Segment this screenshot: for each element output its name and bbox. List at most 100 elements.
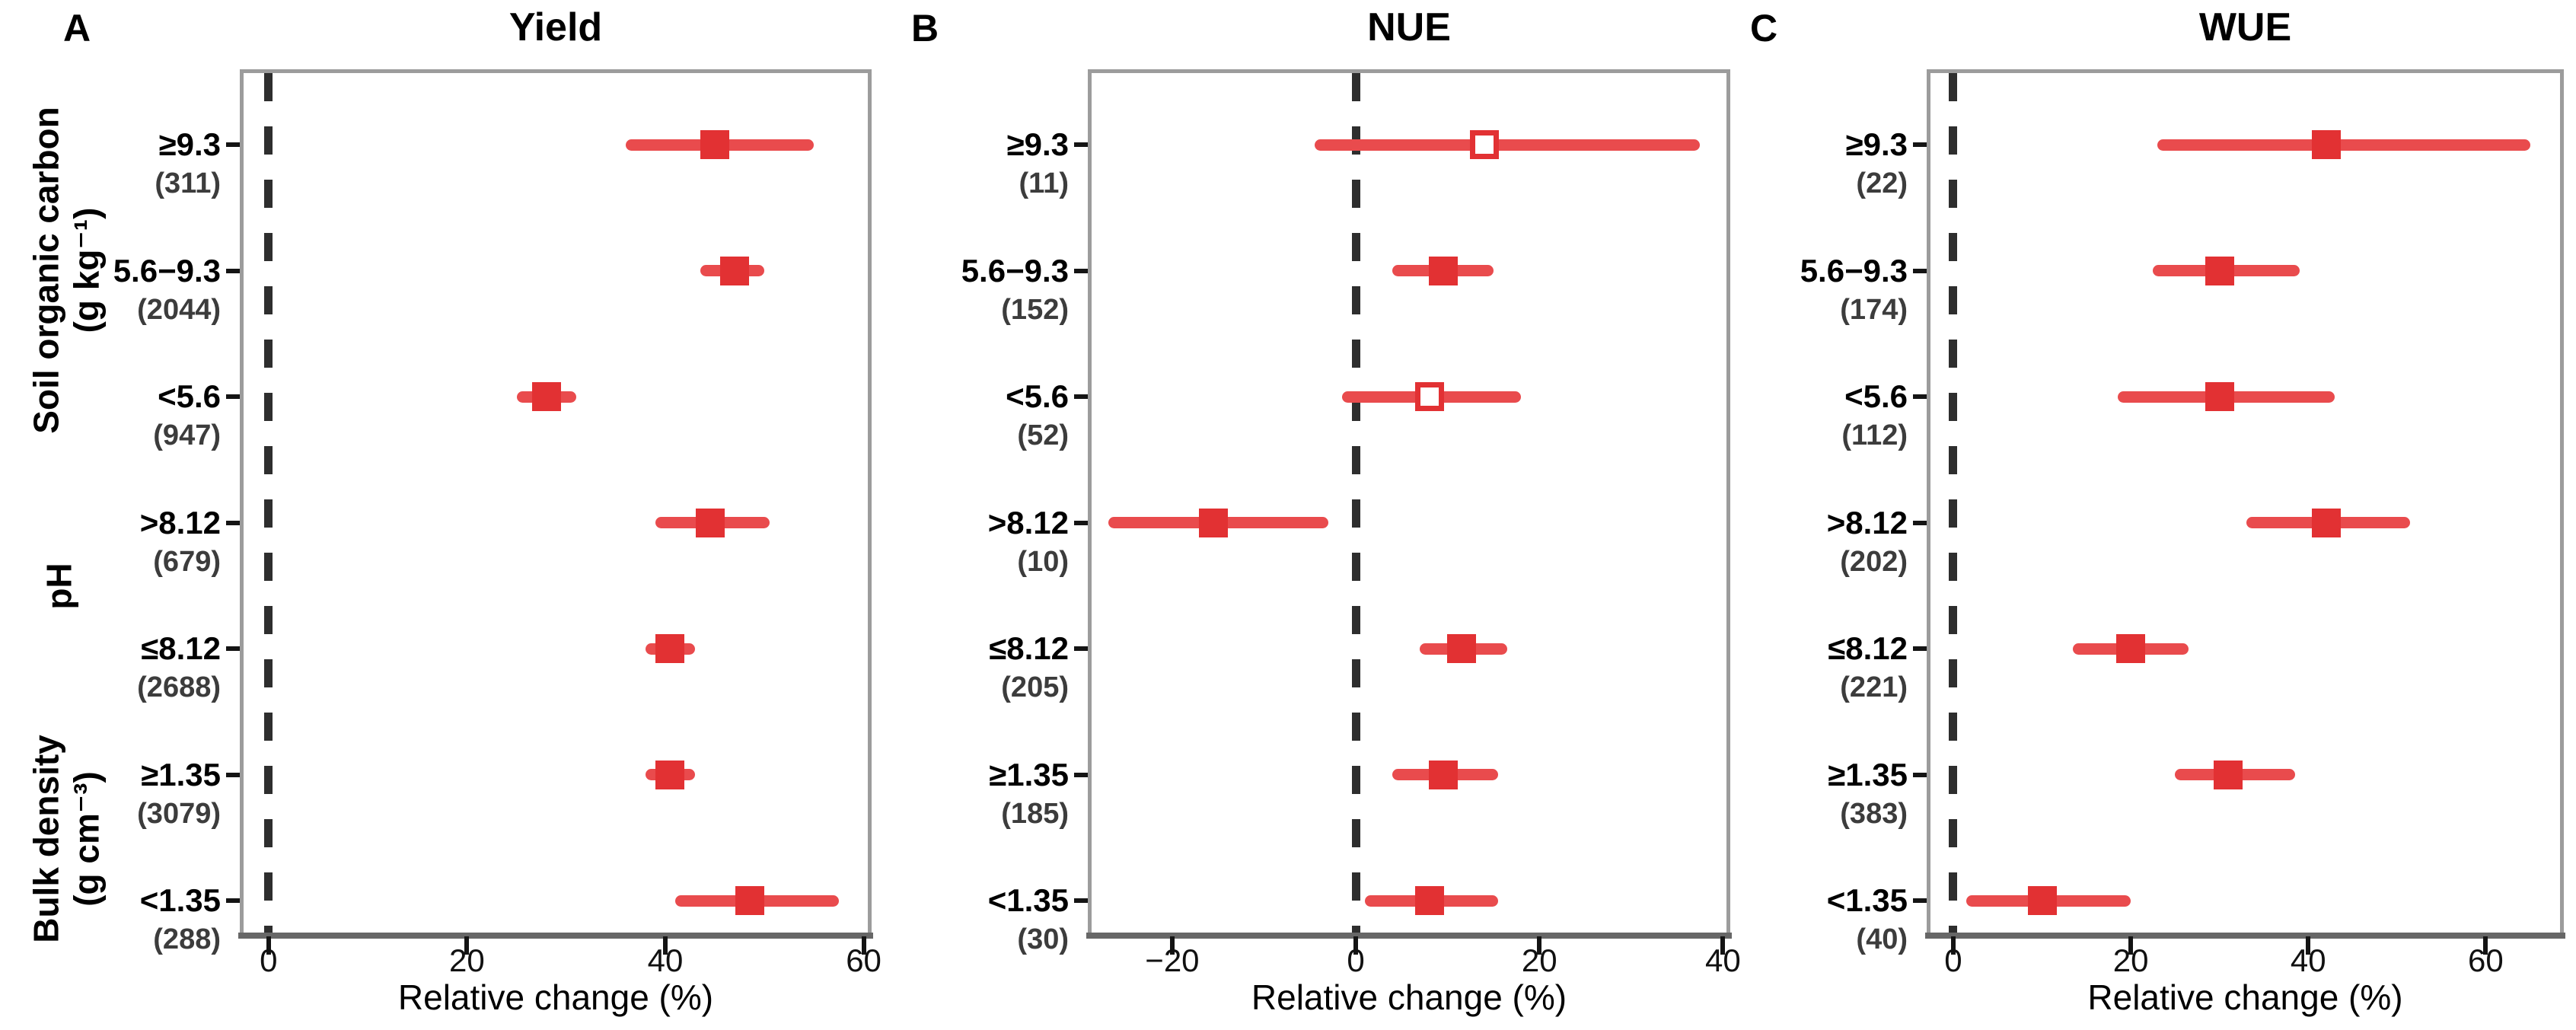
row-count: (679) (153, 545, 221, 578)
row-label: ≥9.3 (158, 126, 221, 162)
ci-line (2157, 139, 2530, 151)
row-count: (40) (1856, 923, 1908, 955)
row-count: (2688) (137, 671, 221, 703)
filled-square-marker (531, 382, 561, 411)
row-label-block: <5.6 (112) (1580, 379, 1908, 451)
row-label-block: >8.12 (202) (1580, 505, 1908, 577)
y-group-label: Bulk density (g cm⁻³) (27, 735, 108, 943)
row-label-block: ≤8.12 (205) (741, 631, 1069, 703)
row-count: (311) (155, 167, 221, 199)
row-count: (288) (153, 923, 221, 955)
y-tick-mark (226, 520, 240, 525)
x-tick-mark (662, 936, 668, 955)
x-tick-label: −20 (1145, 942, 1200, 978)
row-label: <5.6 (158, 378, 221, 414)
row-label-block: ≥9.3 (311) (0, 127, 221, 199)
row-label: <5.6 (1844, 378, 1908, 414)
row-count: (52) (1017, 419, 1069, 451)
y-group-label-line: Soil organic carbon (26, 107, 66, 434)
y-tick-mark (226, 394, 240, 399)
row-label-block: ≥1.35 (383) (1580, 757, 1908, 829)
row-count: (383) (1840, 797, 1908, 830)
ci-line (1314, 139, 1701, 151)
filled-square-marker (1428, 760, 1458, 789)
row-label-block: <1.35 (288) (0, 883, 221, 955)
filled-square-marker (2205, 382, 2234, 411)
row-count: (30) (1017, 923, 1069, 955)
row-label: 5.6−9.3 (113, 252, 221, 289)
x-tick-label: 40 (647, 942, 684, 978)
row-label-block: 5.6−9.3 (152) (741, 252, 1069, 325)
x-tick-mark (1169, 936, 1175, 955)
row-label-block: <5.6 (947) (0, 379, 221, 451)
zero-reference-line (264, 73, 273, 933)
plot-area (1088, 69, 1730, 938)
x-tick-label: 0 (260, 942, 278, 978)
row-label-block: ≥1.35 (185) (741, 757, 1069, 829)
row-label: ≤8.12 (1828, 630, 1908, 666)
row-label-block: >8.12 (679) (0, 505, 221, 577)
plot-area (1927, 69, 2564, 938)
filled-square-marker (700, 130, 730, 159)
row-label-block: ≥9.3 (11) (741, 127, 1069, 199)
x-tick-mark (1537, 936, 1542, 955)
row-label: ≥9.3 (1845, 126, 1908, 162)
x-axis-line (1086, 933, 1732, 939)
filled-square-marker (2311, 508, 2341, 537)
x-tick-label: 0 (1944, 942, 1962, 978)
filled-square-marker (2311, 130, 2341, 159)
plot-area (240, 69, 872, 938)
y-tick-mark (1913, 646, 1927, 651)
row-count: (112) (1841, 419, 1908, 451)
row-count: (947) (153, 419, 221, 451)
panel-title: Yield (509, 5, 603, 49)
x-tick-mark (2483, 936, 2488, 955)
y-tick-mark (1074, 520, 1088, 525)
x-axis-line (238, 933, 873, 939)
y-tick-mark (1074, 646, 1088, 651)
row-label: <1.35 (1826, 882, 1908, 918)
row-label: ≥1.35 (141, 756, 221, 792)
row-label-block: ≥9.3 (22) (1580, 127, 1908, 199)
row-label: <1.35 (987, 882, 1069, 918)
x-axis-title: Relative change (%) (1251, 977, 1567, 1017)
y-group-label-line: Bulk density (26, 735, 66, 943)
y-tick-mark (1074, 898, 1088, 903)
x-tick-label: 40 (2290, 942, 2326, 978)
y-group-label-line: pH (39, 563, 79, 610)
y-tick-mark (226, 898, 240, 903)
x-tick-label: 20 (1521, 942, 1557, 978)
row-label-block: <5.6 (52) (741, 379, 1069, 451)
y-tick-mark (1913, 520, 1927, 525)
row-label-block: ≥1.35 (3079) (0, 757, 221, 829)
x-axis-title: Relative change (%) (2087, 977, 2403, 1017)
zero-reference-line (1351, 73, 1360, 933)
filled-square-marker (2116, 634, 2146, 663)
y-tick-mark (1913, 268, 1927, 273)
row-label: ≥1.35 (1828, 756, 1908, 792)
row-count: (3079) (137, 797, 221, 830)
panel-title: WUE (2198, 5, 2292, 49)
row-count: (22) (1856, 167, 1908, 199)
x-tick-mark (2128, 936, 2134, 955)
row-label-block: 5.6−9.3 (2044) (0, 252, 221, 325)
x-tick-label: 0 (1347, 942, 1365, 978)
filled-square-marker (695, 508, 725, 537)
open-square-marker (1414, 382, 1444, 411)
panel-letter-a: A (63, 7, 91, 49)
row-count: (10) (1017, 545, 1069, 578)
x-tick-mark (861, 936, 866, 955)
row-label: >8.12 (987, 504, 1069, 541)
row-label-block: ≤8.12 (221) (1580, 631, 1908, 703)
y-tick-mark (226, 268, 240, 273)
row-count: (185) (1001, 797, 1069, 830)
row-count: (202) (1840, 545, 1908, 578)
row-label: 5.6−9.3 (961, 252, 1069, 289)
x-tick-label: 60 (2468, 942, 2504, 978)
y-tick-mark (1074, 142, 1088, 147)
row-label: >8.12 (139, 504, 221, 541)
x-tick-mark (464, 936, 470, 955)
panel-letter-b: B (911, 7, 939, 49)
row-count: (11) (1019, 167, 1069, 199)
